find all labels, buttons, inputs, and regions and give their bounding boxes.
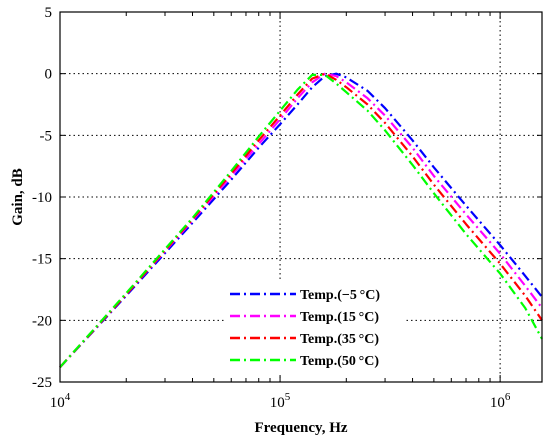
legend-box xyxy=(226,280,406,374)
grid xyxy=(60,12,542,382)
y-tick-label: -20 xyxy=(32,313,52,329)
legend-label-3: Temp.(35 °C) xyxy=(300,332,379,347)
y-tick-label: 5 xyxy=(45,5,53,21)
legend-label-2: Temp.(15 °C) xyxy=(300,310,379,325)
y-tick-label: 0 xyxy=(45,67,53,83)
series-line-1 xyxy=(59,72,543,368)
y-tick-label: -5 xyxy=(40,128,53,144)
y-axis-title: Gain, dB xyxy=(10,168,26,226)
x-tick-label: 106 xyxy=(490,391,511,411)
x-tick-label: 104 xyxy=(50,391,71,411)
y-tick-label: -25 xyxy=(32,375,52,391)
y-tick-label: -10 xyxy=(32,190,52,206)
legend-label-1: Temp.(−5 °C) xyxy=(300,288,380,303)
series-line-3 xyxy=(59,72,543,368)
legend: Temp.(−5 °C) Temp.(15 °C) Temp.(35 °C) Temp… xyxy=(226,280,406,374)
legend-label-4: Temp.(50 °C) xyxy=(300,354,379,369)
x-tick-label: 105 xyxy=(270,391,291,411)
series-layer xyxy=(59,72,543,368)
x-axis-title: Frequency, Hz xyxy=(254,420,347,436)
ticks xyxy=(59,11,542,383)
y-tick-label: -15 xyxy=(32,252,52,268)
series-line-2 xyxy=(59,72,543,368)
series-line-4 xyxy=(59,73,543,368)
